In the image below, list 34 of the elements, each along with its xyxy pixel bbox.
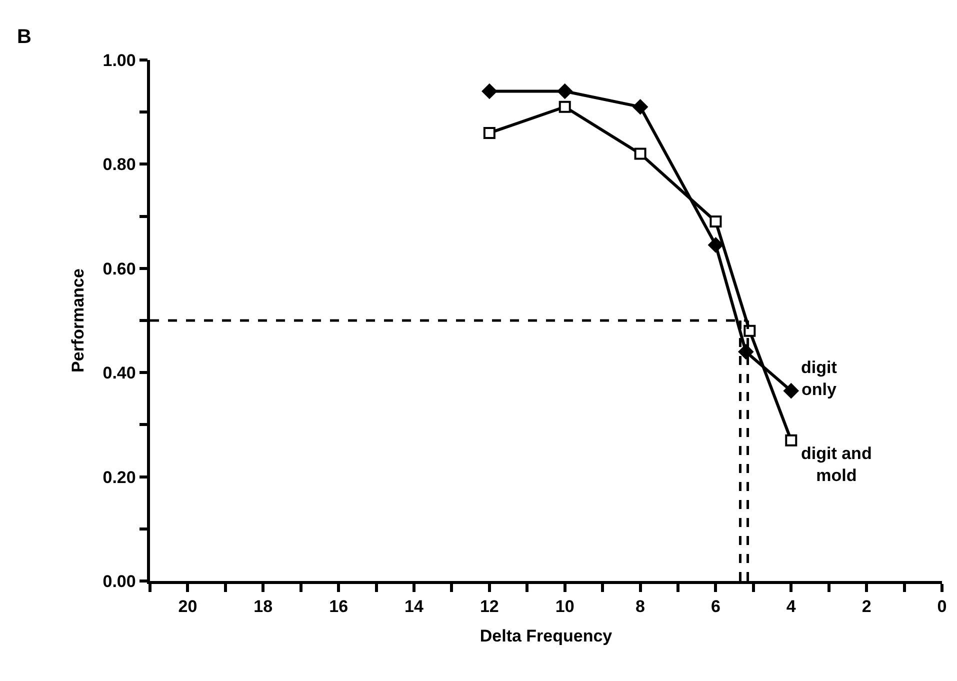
x-tick-label: 8 <box>636 597 646 616</box>
series-label: digit and mold <box>801 444 872 486</box>
x-tick-label: 20 <box>178 597 198 616</box>
x-tick-label: 14 <box>404 597 424 616</box>
point <box>483 126 496 139</box>
x-tick-label: 16 <box>329 597 348 616</box>
point <box>634 148 646 160</box>
point <box>738 344 754 360</box>
x-tick-label: 18 <box>254 597 273 616</box>
y-tick-label: 1.00 <box>102 50 136 70</box>
x-tick-label: 12 <box>480 597 499 616</box>
x-axis-title: Delta Frequency <box>480 626 613 646</box>
point <box>632 99 648 114</box>
point <box>710 216 722 228</box>
text: B <box>17 26 32 48</box>
point <box>785 434 798 446</box>
y-axis-title: Performance <box>68 268 88 372</box>
point <box>557 84 572 99</box>
y-tick-label: 0.00 <box>102 572 136 591</box>
y-tick-label: 0.60 <box>102 259 136 278</box>
y-tick-label: 0.80 <box>102 155 136 174</box>
point <box>784 383 799 398</box>
x-tick-label: 0 <box>937 597 947 616</box>
point <box>482 84 497 99</box>
x-tick-label: 10 <box>555 597 574 616</box>
y-tick-label: 0.40 <box>102 364 136 383</box>
series-label: digit only <box>801 358 838 400</box>
point <box>708 237 724 252</box>
point <box>558 100 571 113</box>
x-tick-label: 6 <box>710 597 720 616</box>
x-tick-label: 2 <box>862 597 872 616</box>
y-tick-label: 0.20 <box>102 468 136 487</box>
x-tick-label: 4 <box>786 597 796 616</box>
point <box>744 324 756 337</box>
